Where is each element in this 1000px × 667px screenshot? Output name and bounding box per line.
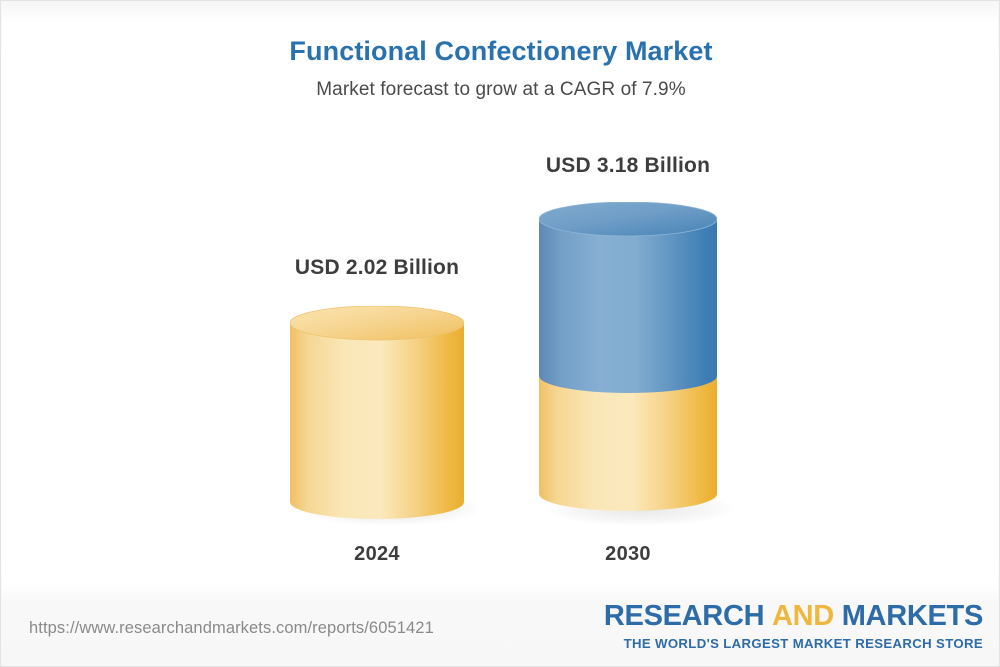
bar-year-label-2024: 2024 — [354, 543, 400, 565]
logo-word-research: RESEARCH — [603, 600, 765, 632]
bar-cylinder-2030[interactable] — [539, 202, 717, 519]
chart-title: Functional Confectionery Market — [289, 36, 713, 66]
chart-header: Functional Confectionery Market Market f… — [1, 36, 999, 101]
chart-subtitle: Market forecast to grow at a CAGR of 7.9… — [316, 78, 686, 100]
bar-value-label-2030: USD 3.18 Billion — [545, 154, 711, 177]
chart-footer: https://www.researchandmarkets.com/repor… — [1, 596, 999, 666]
chart-plot-area: USD 2.02 Billion — [1, 1, 999, 601]
source-url-link[interactable]: https://www.researchandmarkets.com/repor… — [29, 619, 434, 637]
chart-background — [2, 15, 998, 595]
bar-cylinder-2024[interactable] — [290, 306, 464, 519]
chart-background-fade-bottom — [2, 583, 998, 605]
logo-word-markets: MARKETS — [841, 600, 984, 632]
logo-word-and: AND — [772, 600, 834, 632]
bar-value-label-2024: USD 2.02 Billion — [294, 256, 460, 279]
research-and-markets-logo[interactable]: RESEARCH AND MARKETS THE WORLD'S LARGEST… — [604, 602, 983, 652]
logo-tagline: THE WORLD'S LARGEST MARKET RESEARCH STOR… — [623, 636, 983, 651]
logo-wordmark: RESEARCH AND MARKETS — [604, 602, 983, 631]
chart-background-fade-top — [2, 2, 998, 22]
bar-year-label-2030: 2030 — [605, 543, 651, 565]
